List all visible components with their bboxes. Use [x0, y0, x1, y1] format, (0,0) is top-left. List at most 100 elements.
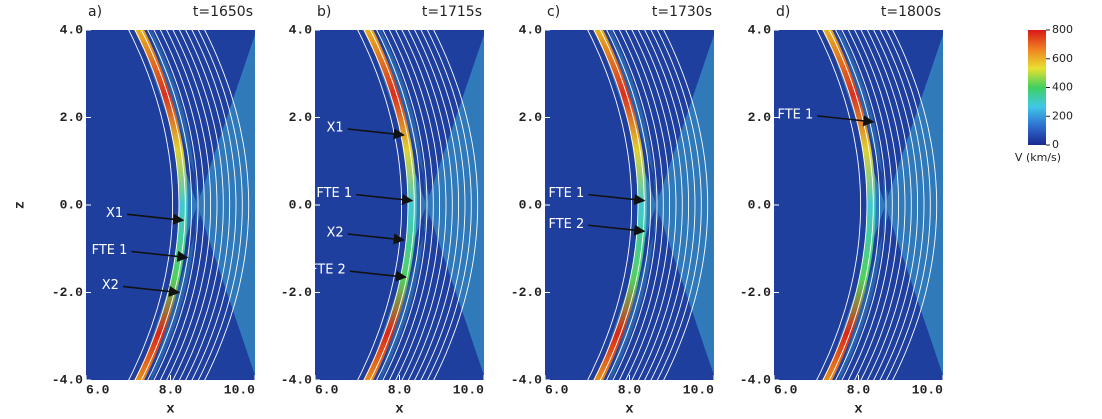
annotation-arrow	[349, 270, 407, 282]
field-line	[618, 30, 664, 380]
panel-time: t=1650s	[193, 4, 253, 20]
annotation-arrow	[127, 213, 185, 225]
y-tick-label: -4.0	[52, 372, 83, 387]
x-tick-label: 8.0	[388, 382, 412, 397]
annotation-arrow	[122, 285, 181, 297]
field-line	[879, 30, 925, 380]
field-line	[426, 30, 472, 380]
field-line	[847, 30, 893, 380]
field-line	[637, 30, 683, 380]
field-line	[376, 30, 422, 380]
colorbar-tick-label: 800	[1052, 23, 1073, 36]
field-line	[159, 30, 205, 380]
field-line	[178, 30, 224, 380]
boundary-layer	[134, 30, 188, 380]
annotation-label: FTE 2	[310, 263, 346, 278]
y-tick-label: -2.0	[740, 285, 771, 300]
colorbar-tick-label: 200	[1052, 109, 1073, 122]
field-line	[650, 30, 696, 380]
annotation-arrow	[588, 193, 646, 206]
field-line	[128, 30, 174, 380]
y-tick-label: 0.0	[748, 197, 772, 212]
panel-label: a)	[88, 4, 102, 20]
field-line	[147, 30, 193, 380]
field-line	[166, 30, 212, 380]
field-line	[414, 30, 460, 380]
annotation-label: X2	[327, 226, 344, 241]
annotation-arrow	[588, 224, 646, 236]
field-line	[395, 30, 441, 380]
colorbar-tick-label: 600	[1052, 52, 1073, 65]
colorbar-tick-label: 400	[1052, 81, 1073, 94]
x-tick-label: 10.0	[912, 382, 943, 397]
field-line	[822, 30, 868, 380]
field-line	[420, 30, 466, 380]
field-line	[140, 30, 186, 380]
y-axis-label: z	[13, 201, 29, 209]
annotation-arrow	[356, 193, 414, 206]
x-tick-label: 6.0	[315, 382, 339, 397]
field-line	[663, 30, 709, 380]
y-tick-label: 4.0	[519, 22, 543, 37]
field-line	[625, 30, 671, 380]
y-tick-label: -2.0	[281, 285, 312, 300]
y-tick-label: 0.0	[60, 197, 84, 212]
annotation-arrow	[817, 115, 875, 127]
field-line	[841, 30, 887, 380]
sheath-region	[609, 30, 714, 380]
field-line	[388, 30, 434, 380]
y-tick-label: -4.0	[281, 372, 312, 387]
y-tick-label: 2.0	[60, 110, 84, 125]
x-tick-label: 10.0	[683, 382, 714, 397]
x-tick-label: 10.0	[224, 382, 255, 397]
y-tick-label: -4.0	[740, 372, 771, 387]
field-line	[644, 30, 690, 380]
annotation-label: FTE 2	[548, 217, 584, 232]
field-line	[835, 30, 881, 380]
heatmap	[545, 30, 714, 380]
annotation-label: FTE 1	[316, 186, 352, 201]
field-line	[433, 30, 479, 380]
x-axis-label: x	[854, 402, 863, 418]
annotation-label: X1	[327, 121, 344, 136]
field-line	[401, 30, 447, 380]
annotation-arrow	[131, 250, 189, 262]
y-tick-label: 2.0	[289, 110, 313, 125]
annotation-arrow	[347, 233, 405, 245]
colorbar	[1028, 30, 1046, 145]
panel-time: t=1800s	[881, 4, 941, 20]
boundary-layer	[822, 30, 876, 380]
y-tick-label: -4.0	[511, 372, 542, 387]
heatmap	[86, 30, 255, 380]
colorbar-label: V (km/s)	[1015, 151, 1061, 164]
y-tick-label: 2.0	[519, 110, 543, 125]
y-tick-label: 0.0	[519, 197, 543, 212]
panel-time: t=1730s	[652, 4, 712, 20]
heatmap	[315, 30, 484, 380]
annotation-label: X1	[106, 206, 123, 221]
field-line	[197, 30, 243, 380]
annotation-label: X2	[102, 278, 119, 293]
field-line	[860, 30, 906, 380]
field-line	[587, 30, 633, 380]
annotation-label: FTE 1	[92, 243, 128, 258]
field-line	[892, 30, 938, 380]
field-line	[185, 30, 231, 380]
field-line	[873, 30, 919, 380]
y-tick-label: 0.0	[289, 197, 313, 212]
panel-label: c)	[547, 4, 560, 20]
panel-time: t=1715s	[422, 4, 482, 20]
panel-label: d)	[776, 4, 790, 20]
x-tick-label: 6.0	[774, 382, 798, 397]
sheath-region	[838, 30, 943, 380]
field-line	[606, 30, 652, 380]
x-tick-label: 10.0	[453, 382, 484, 397]
x-axis-label: x	[395, 402, 404, 418]
field-line	[885, 30, 931, 380]
y-tick-label: 4.0	[60, 22, 84, 37]
y-tick-label: -2.0	[52, 285, 83, 300]
field-line	[407, 30, 453, 380]
field-line	[172, 30, 218, 380]
y-tick-label: -2.0	[511, 285, 542, 300]
